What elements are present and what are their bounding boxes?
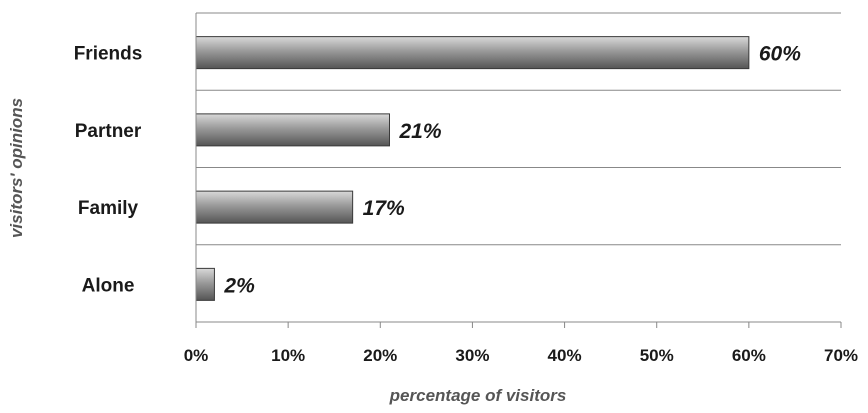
category-label: Partner [75, 121, 142, 142]
x-tick-label: 60% [732, 346, 766, 365]
category-label: Family [78, 198, 139, 219]
x-tick-label: 50% [640, 346, 674, 365]
x-tick-label: 0% [184, 346, 209, 365]
bars-layer [195, 36, 750, 301]
x-axis-title: percentage of visitors [389, 386, 567, 405]
x-axis: 0% 10% 20% 30% 40% 50% 60% 70% [184, 13, 858, 365]
category-label: Friends [74, 44, 143, 65]
data-label: 2% [223, 274, 255, 297]
bar-alone [195, 267, 215, 301]
data-label: 60% [759, 43, 801, 66]
bar-friends [195, 36, 750, 70]
x-tick-label: 30% [455, 346, 489, 365]
labels-layer: Friends 60% Partner 21% Family 17% Alone 2% [74, 43, 802, 298]
y-axis-title: visitors' opinions [7, 98, 26, 238]
category-label: Alone [82, 275, 135, 296]
data-label: 17% [363, 197, 405, 220]
x-tick-label: 20% [363, 346, 397, 365]
x-tick-label: 10% [271, 346, 305, 365]
bar-partner [195, 113, 390, 147]
x-tick-label: 70% [824, 346, 858, 365]
data-label: 21% [399, 120, 442, 143]
x-tick-label: 40% [548, 346, 582, 365]
grid-layer [196, 12, 841, 323]
bar-family [195, 190, 354, 224]
